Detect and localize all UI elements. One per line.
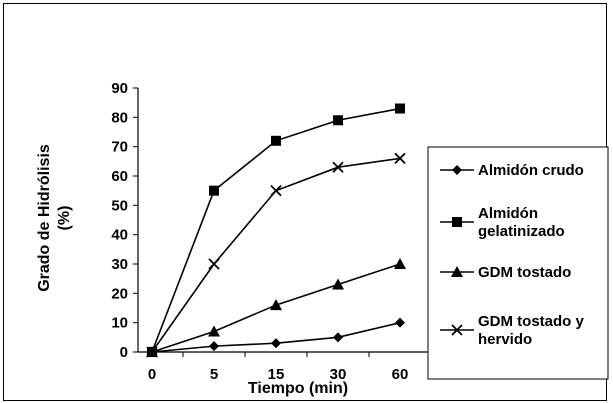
legend-label: GDM tostado y <box>478 313 584 330</box>
legend-label: gelatinizado <box>478 223 565 240</box>
y-tick-label: 10 <box>111 315 128 332</box>
data-point <box>395 317 405 328</box>
y-tick-label: 30 <box>111 256 128 273</box>
legend-label: Almidón crudo <box>478 162 584 179</box>
data-point <box>270 299 282 311</box>
legend-marker <box>451 266 463 277</box>
y-axis-title-line-2: (%) <box>56 206 73 231</box>
x-tick-label: 0 <box>148 366 156 383</box>
y-tick-labels: 0 10 20 30 40 50 60 70 80 90 <box>111 80 128 361</box>
y-tick-label: 50 <box>111 197 128 214</box>
data-point <box>146 346 158 358</box>
data-point <box>333 332 343 343</box>
y-tick-label: 80 <box>111 109 128 126</box>
data-point <box>333 115 343 126</box>
x-tick-label: 30 <box>330 366 347 383</box>
y-tick-label: 60 <box>111 168 128 185</box>
data-point <box>395 103 405 114</box>
y-tick-label: 90 <box>111 80 128 97</box>
data-point <box>332 161 344 173</box>
legend-label: GDM tostado <box>478 264 571 281</box>
data-point <box>208 258 220 270</box>
data-point <box>394 152 406 165</box>
x-tick-label: 5 <box>210 366 218 383</box>
data-point <box>271 338 281 349</box>
data-point <box>394 258 406 269</box>
y-axis-title: Grado de Hidrólisis (%) <box>36 144 73 292</box>
data-point <box>270 185 282 197</box>
data-point <box>209 185 219 196</box>
x-tick-label: 60 <box>392 366 409 383</box>
data-point <box>271 135 281 146</box>
legend-label: Almidón <box>478 205 538 222</box>
data-point <box>208 325 220 337</box>
legend-label: hervido <box>478 331 532 348</box>
x-tick-labels: 0 5 15 30 60 <box>148 366 409 383</box>
data-point <box>332 278 344 290</box>
legend-marker <box>452 217 462 227</box>
legend-marker <box>451 324 463 336</box>
legend-marker <box>452 165 462 175</box>
y-axis-title-line-1: Grado de Hidrólisis <box>36 144 53 292</box>
y-tick-label: 20 <box>111 285 128 302</box>
legend-box <box>427 146 609 380</box>
series-markers <box>146 103 406 358</box>
x-axis-title: Tiempo (min) <box>248 380 348 397</box>
x-tick-label: 15 <box>268 366 285 383</box>
chart-axes <box>133 87 430 357</box>
y-tick-label: 0 <box>120 344 128 361</box>
y-tick-label: 40 <box>111 227 128 244</box>
y-tick-label: 70 <box>111 139 128 156</box>
data-point <box>209 341 219 352</box>
